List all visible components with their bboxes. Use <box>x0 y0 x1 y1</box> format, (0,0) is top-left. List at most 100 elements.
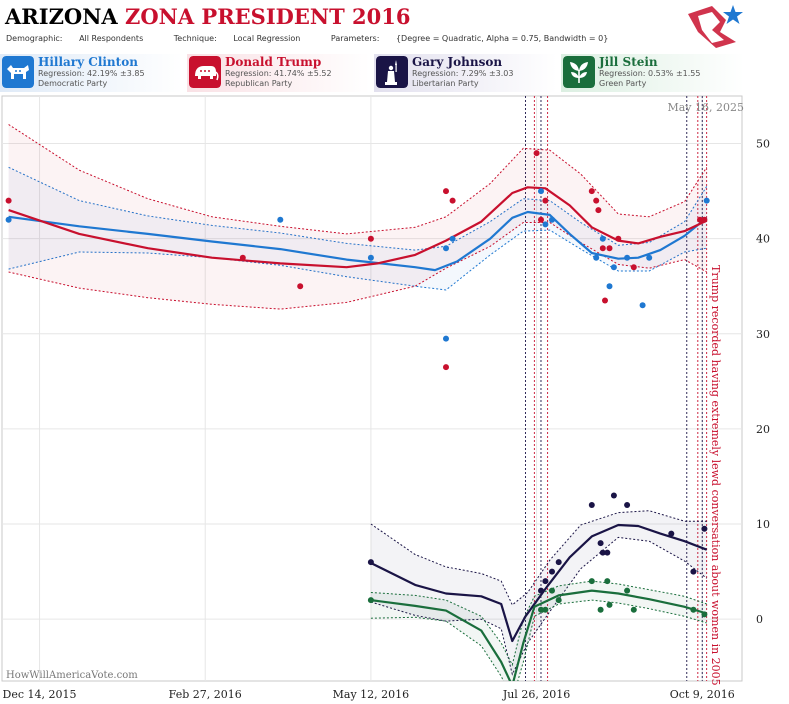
leaf-icon <box>563 56 595 88</box>
trump-trend-line <box>8 186 708 269</box>
parameters-value: {Degree = Quadratic, Alpha = 0.75, Bandw… <box>395 34 609 43</box>
y-tick-label: 40 <box>756 233 770 246</box>
stein-poll-point <box>542 606 549 613</box>
clinton-trend-line <box>8 210 708 272</box>
clinton-poll-point <box>443 335 449 342</box>
title-rest: ZONA PRESIDENT 2016 <box>125 4 411 29</box>
candidate-party: Democratic Party <box>38 79 108 88</box>
clinton-poll-point <box>639 302 646 309</box>
clinton-poll-point <box>624 254 631 261</box>
x-tick-label: May 12, 2016 <box>333 688 410 701</box>
trump-poll-point <box>606 245 613 252</box>
legend-trump: Donald Trump Regression: 41.74% ±5.52 Re… <box>187 54 370 92</box>
legend-johnson: Gary Johnson Regression: 7.29% ±3.03 Lib… <box>374 54 557 92</box>
clinton-poll-point <box>277 216 284 223</box>
trump-poll-point <box>297 283 304 290</box>
plot-date: May 16, 2025 <box>667 101 744 114</box>
stein-poll-point <box>588 578 595 585</box>
stein-poll-point <box>690 606 697 613</box>
johnson-poll-point <box>549 568 555 575</box>
demographic-value: All Respondents <box>79 34 144 43</box>
candidate-party: Libertarian Party <box>412 79 479 88</box>
stein-poll-point <box>538 606 544 613</box>
y-tick-label: 10 <box>756 518 770 531</box>
candidate-regression: Regression: 0.53% ±1.55 <box>599 69 701 78</box>
technique-value: Local Regression <box>233 34 301 43</box>
johnson-poll-point <box>597 540 604 547</box>
statue-of-liberty-icon <box>376 56 408 88</box>
y-tick-label: 0 <box>756 613 763 626</box>
stein-poll-point <box>555 597 562 604</box>
stein-confidence-band <box>370 581 707 681</box>
trump-poll-point <box>602 297 608 304</box>
clinton-poll-point <box>703 197 710 204</box>
trump-poll-point <box>443 364 449 371</box>
candidate-regression: Regression: 7.29% ±3.03 <box>412 69 514 78</box>
clinton-poll-point <box>549 216 555 223</box>
clinton-poll-point <box>610 264 617 271</box>
trump-poll-point <box>615 235 622 242</box>
demographic-label: Demographic: <box>6 34 63 43</box>
state-name: ARIZONA <box>5 4 118 29</box>
star-flag-logo-icon <box>688 5 743 48</box>
stein-poll-point <box>597 606 604 613</box>
page-title: ARIZONA ZONA PRESIDENT 2016 <box>5 4 410 29</box>
clinton-poll-point <box>542 221 549 228</box>
johnson-poll-point <box>555 559 562 566</box>
stein-poll-point <box>606 601 613 608</box>
plot-frame <box>1 95 743 682</box>
candidate-party: Green Party <box>599 79 647 88</box>
candidate-name: Jill Stein <box>599 55 658 69</box>
trump-poll-point <box>599 245 606 252</box>
clinton-poll-point <box>538 188 544 195</box>
candidate-regression: Regression: 42.19% ±3.85 <box>38 69 145 78</box>
x-tick-label: Jul 26, 2016 <box>502 688 571 701</box>
watermark: HowWillAmericaVote.com <box>6 670 138 681</box>
stein-poll-point <box>367 597 374 604</box>
johnson-poll-point <box>367 559 374 566</box>
trump-poll-point <box>542 197 549 204</box>
clinton-poll-point <box>593 254 600 261</box>
legend-stein: Jill Stein Regression: 0.53% ±1.55 Green… <box>561 54 744 92</box>
trump-lower-bound <box>8 222 707 310</box>
candidate-name: Donald Trump <box>225 55 322 69</box>
y-tick-label: 50 <box>756 138 770 151</box>
trump-poll-point <box>593 197 600 204</box>
johnson-poll-point <box>538 587 544 594</box>
trump-poll-point <box>538 216 544 223</box>
johnson-poll-point <box>599 549 606 556</box>
donkey-icon <box>2 56 34 88</box>
stein-upper-bound <box>370 580 707 667</box>
candidate-party: Republican Party <box>225 79 293 88</box>
trump-poll-point <box>588 188 595 195</box>
trump-poll-point <box>701 216 708 223</box>
clinton-poll-point <box>449 235 456 242</box>
johnson-poll-point <box>610 492 617 499</box>
candidate-regression: Regression: 41.74% ±5.52 <box>225 69 332 78</box>
trump-poll-point <box>533 150 540 157</box>
clinton-poll-point <box>367 254 374 261</box>
x-tick-label: Oct 9, 2016 <box>670 688 735 701</box>
stein-poll-point <box>701 611 708 618</box>
clinton-poll-point <box>646 254 653 261</box>
legend-clinton: Hillary Clinton Regression: 42.19% ±3.85… <box>0 54 183 92</box>
event-annotation: Trump recorded having extremely lewd con… <box>709 265 722 686</box>
johnson-poll-point <box>588 502 595 508</box>
clinton-lower-bound <box>8 229 707 291</box>
johnson-poll-point <box>668 530 675 537</box>
candidate-name: Hillary Clinton <box>38 55 138 69</box>
x-tick-label: Feb 27, 2016 <box>169 688 242 701</box>
johnson-poll-point <box>701 525 708 532</box>
stein-poll-point <box>624 587 631 594</box>
johnson-poll-point <box>542 578 549 585</box>
trump-poll-point <box>595 207 602 214</box>
trump-poll-point <box>367 235 374 242</box>
trump-poll-point <box>239 254 246 261</box>
chart-header: ARIZONA ZONA PRESIDENT 2016 Demographic:… <box>0 0 789 52</box>
johnson-poll-point <box>604 549 611 556</box>
candidate-name: Gary Johnson <box>412 55 503 69</box>
trump-poll-point <box>630 264 637 271</box>
parameters-line: Demographic: All Respondents Technique: … <box>6 34 636 43</box>
clinton-poll-point <box>599 235 606 242</box>
